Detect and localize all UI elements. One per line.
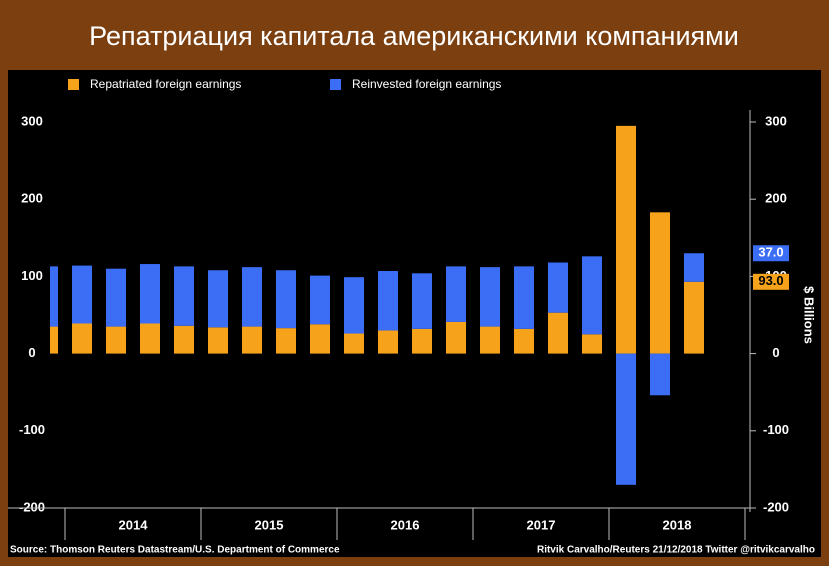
x-group-label: 2014 [119, 517, 149, 532]
bar-segment [412, 273, 432, 329]
bar-segment [684, 281, 704, 354]
bar-segment [514, 328, 534, 354]
x-group-label: 2015 [255, 517, 284, 532]
y2-tick-label: 300 [765, 113, 787, 128]
bar-segment [412, 328, 432, 354]
bar-segment [174, 325, 194, 354]
bar-segment [50, 266, 58, 327]
y2-tick-label: 200 [765, 191, 787, 206]
y-tick-label: -200 [19, 499, 45, 514]
bar-segment [106, 326, 126, 354]
y2-tick-label: -200 [763, 499, 789, 514]
bar-segment [548, 312, 568, 354]
chart-title: Репатриация капитала американскими компа… [89, 21, 739, 51]
bars [50, 125, 704, 485]
y-tick-label: 100 [21, 268, 43, 283]
bar-segment [50, 326, 58, 354]
y-tick-label: 0 [28, 345, 35, 360]
bar-segment [514, 266, 534, 329]
y-tick-label: 200 [21, 191, 43, 206]
value-label-box [753, 273, 789, 290]
bar-segment [208, 270, 228, 328]
bar-segment [446, 266, 466, 322]
x-group-label: 2016 [391, 517, 420, 532]
bar-segment [650, 353, 670, 396]
y2-tick-label: -100 [763, 422, 789, 437]
bar-segment [616, 353, 636, 485]
bar-segment [344, 277, 364, 334]
bar-segment [684, 253, 704, 282]
legend-swatch [330, 79, 341, 90]
bar-segment [208, 327, 228, 354]
bar-segment [276, 328, 296, 354]
bar-segment [140, 323, 160, 354]
bar-segment [582, 334, 602, 354]
x-group-label: 2017 [527, 517, 556, 532]
bar-segment [480, 326, 500, 354]
bar-segment [72, 323, 92, 354]
bar-segment [174, 266, 194, 326]
bar-segment [276, 270, 296, 329]
legend-swatch [68, 79, 79, 90]
bar-segment [344, 333, 364, 354]
legend-label: Reinvested foreign earnings [352, 77, 501, 91]
bar-segment [242, 326, 262, 354]
y-tick-label: -100 [19, 422, 45, 437]
value-label: 93.0 [758, 273, 783, 288]
value-label-box [753, 245, 789, 262]
bar-segment [242, 267, 262, 327]
bar-segment [616, 125, 636, 354]
y2-tick-label: 0 [772, 345, 779, 360]
credit: Ritvik Carvalho/Reuters 21/12/2018 Twitt… [537, 545, 815, 556]
bar-segment [480, 267, 500, 327]
bar-segment [72, 265, 92, 324]
value-label: 37.0 [758, 245, 783, 260]
legend-label: Repatriated foreign earnings [90, 77, 241, 91]
bar-segment [310, 324, 330, 354]
source: Source: Thomson Reuters Datastream/U.S. … [10, 545, 340, 556]
bar-segment [140, 264, 160, 324]
bar-segment [106, 268, 126, 327]
bar-segment [378, 330, 398, 354]
y-axis-label: $ Billions [802, 286, 817, 344]
bar-segment [378, 270, 398, 331]
bar-segment [582, 256, 602, 335]
bar-segment [310, 275, 330, 325]
bar-segment [446, 321, 466, 354]
bar-segment [650, 212, 670, 354]
x-group-label: 2018 [663, 517, 692, 532]
y-tick-label: 300 [21, 113, 43, 128]
bar-segment [548, 262, 568, 313]
